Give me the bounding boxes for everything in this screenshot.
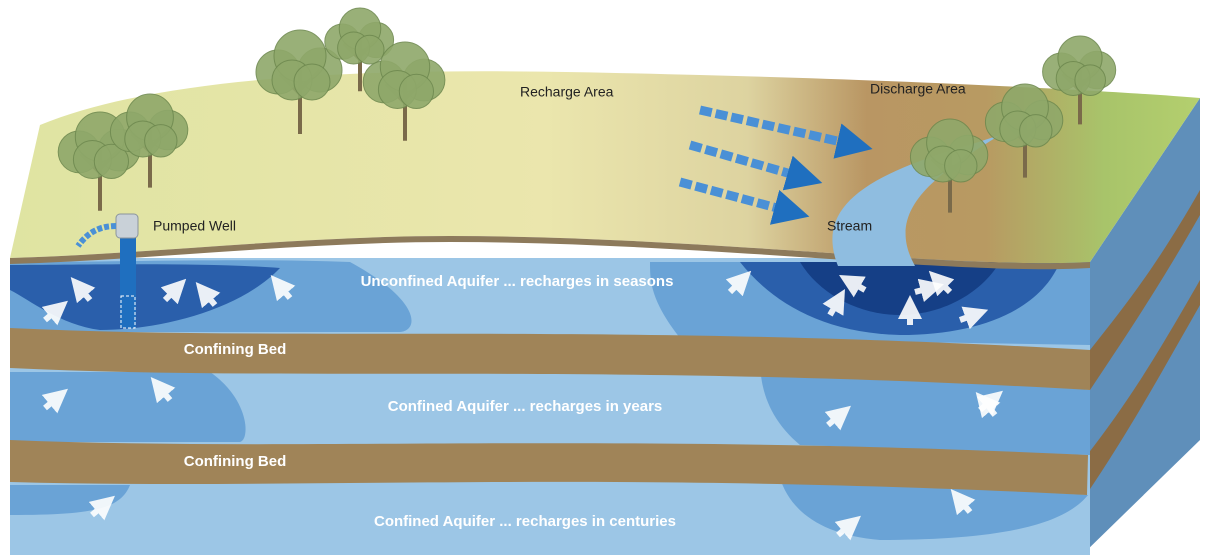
discharge-area-label: Discharge Area <box>870 81 966 97</box>
recharge-arrow <box>270 275 296 302</box>
recharge-arrow <box>88 495 115 521</box>
recharge-arrow <box>725 270 752 297</box>
confining-bed <box>10 328 1090 390</box>
layer-label: Confined Aquifer ... recharges in centur… <box>374 513 676 530</box>
tree-crown <box>93 143 130 179</box>
tree-crown <box>398 73 434 110</box>
flow-arrow <box>678 177 810 225</box>
recharge-arrow <box>950 489 976 516</box>
recharge-arrow <box>824 405 851 431</box>
side-confining-bed <box>1086 280 1200 495</box>
layer-label: Confining Bed <box>184 453 286 470</box>
trees <box>57 7 1117 213</box>
surface-edge <box>10 236 1090 270</box>
recharge-arrow <box>41 300 68 326</box>
recharge-arrow <box>41 388 68 414</box>
tree-crown <box>1074 64 1106 96</box>
side-confining-bed <box>1090 190 1200 390</box>
recharge-arrow <box>839 274 867 298</box>
well-screen <box>120 295 136 329</box>
well-pump <box>115 213 139 239</box>
tree-crown <box>1019 114 1053 148</box>
recharge-arrow <box>70 277 96 304</box>
tree-crown <box>144 124 178 158</box>
layer-label: Confined Aquifer ... recharges in years <box>388 398 663 415</box>
recharge-arrow <box>195 282 221 309</box>
recharge-arrow <box>958 306 989 330</box>
well-casing <box>120 236 136 328</box>
pumped-well-label: Pumped Well <box>153 218 236 234</box>
recharge-area-label: Recharge Area <box>520 84 614 100</box>
flow-arrow <box>699 105 873 159</box>
flow-arrows <box>678 105 873 225</box>
stream <box>832 135 1000 266</box>
stream-label: Stream <box>827 218 872 234</box>
flow-arrow <box>688 140 823 191</box>
tree-crown <box>354 34 385 65</box>
recharge-arrow <box>150 377 176 404</box>
groundwater-arrows <box>41 270 1003 541</box>
layer-label: Unconfined Aquifer ... recharges in seas… <box>361 273 674 290</box>
recharge-arrow <box>975 392 1001 419</box>
tree-crown <box>293 63 331 101</box>
recharge-arrow <box>160 278 187 305</box>
recharge-arrow <box>822 289 845 317</box>
tree-crown <box>944 149 978 183</box>
well-discharge <box>75 223 117 248</box>
recharge-arrow <box>834 515 861 541</box>
aquifer-zone <box>10 372 246 442</box>
layer-label: Confining Bed <box>184 341 286 358</box>
confining-bed <box>10 440 1088 495</box>
recharge-arrow <box>928 270 955 297</box>
